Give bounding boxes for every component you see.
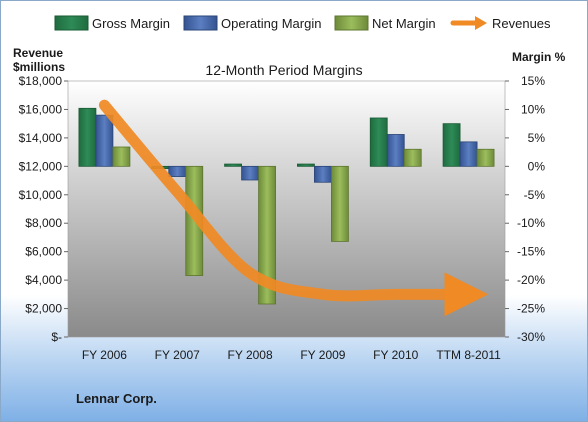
legend: Gross Margin Operating Margin Net Margin… — [54, 15, 551, 31]
legend-swatch-net-margin — [334, 15, 369, 31]
right-tick-label: -15% — [517, 245, 545, 259]
left-tick-label: $18,000 — [19, 74, 63, 88]
operating-margin-bar — [314, 165, 332, 183]
gross-margin-bar — [297, 163, 315, 167]
gross-margin-bar — [224, 163, 242, 167]
left-axis-title-line2: $millions — [13, 60, 65, 74]
legend-item-net-margin: Net Margin — [334, 15, 436, 31]
left-axis-ticks: $- $2,000 $4,000 $6,000 $8,000 $10,000 $12,000… — [19, 74, 68, 344]
left-tick-label: $8,000 — [25, 216, 62, 230]
net-margin-bar — [258, 165, 276, 305]
left-tick-label: $10,000 — [19, 188, 63, 202]
category-label: FY 2009 — [300, 348, 345, 362]
net-margin-bar — [331, 165, 349, 242]
left-tick-label: $14,000 — [19, 131, 63, 145]
operating-margin-bar — [168, 165, 187, 177]
legend-item-gross-margin: Gross Margin — [54, 15, 170, 31]
category-label: FY 2007 — [155, 348, 200, 362]
right-tick-label: 5% — [528, 131, 546, 145]
gross-margin-bar — [78, 107, 97, 167]
right-tick-label: 10% — [521, 102, 545, 116]
left-tick-label: $6,000 — [25, 245, 62, 259]
legend-item-operating-margin: Operating Margin — [183, 15, 321, 31]
revenue-series — [98, 99, 489, 317]
net-margin-bar — [112, 146, 131, 167]
revenues-line — [98, 99, 489, 317]
legend-label-net-margin: Net Margin — [372, 16, 436, 31]
left-tick-label: $- — [51, 330, 62, 344]
net-margin-bar — [476, 148, 495, 167]
net-margin-bar — [403, 148, 422, 167]
chart-title: 12-Month Period Margins — [205, 62, 362, 78]
company-name: Lennar Corp. — [76, 391, 157, 406]
left-tick-label: $4,000 — [25, 273, 62, 287]
left-axis-title-line1: Revenue — [13, 46, 63, 60]
operating-margin-bar — [95, 114, 114, 167]
right-tick-label: 0% — [528, 159, 546, 173]
category-label: FY 2010 — [373, 348, 418, 362]
category-labels: FY 2006 FY 2007 FY 2008 FY 2009 FY 2010 TTM 8… — [82, 348, 501, 362]
legend-swatch-gross-margin — [54, 15, 89, 31]
category-label: FY 2006 — [82, 348, 127, 362]
legend-swatch-operating-margin — [183, 15, 218, 31]
legend-label-gross-margin: Gross Margin — [92, 16, 170, 31]
right-tick-label: 15% — [521, 74, 545, 88]
right-tick-label: -5% — [524, 188, 546, 202]
legend-item-revenues: Revenues — [450, 16, 551, 31]
left-tick-label: $12,000 — [19, 159, 63, 173]
legend-label-revenues: Revenues — [492, 16, 551, 31]
legend-label-operating-margin: Operating Margin — [221, 16, 321, 31]
gross-margin-bar — [442, 123, 461, 167]
operating-margin-bar — [241, 165, 259, 181]
operating-margin-bar — [459, 141, 478, 167]
category-label: FY 2008 — [228, 348, 273, 362]
right-tick-label: -20% — [517, 273, 545, 287]
gross-margin-bar — [369, 117, 388, 167]
right-tick-label: -10% — [517, 216, 545, 230]
operating-margin-bar — [386, 134, 405, 167]
legend-arrow-icon — [475, 16, 487, 30]
right-tick-label: -30% — [517, 330, 545, 344]
right-axis-title: Margin % — [512, 50, 566, 64]
category-label: TTM 8-2011 — [436, 348, 501, 362]
left-tick-label: $2,000 — [25, 302, 62, 316]
right-tick-label: -25% — [517, 302, 545, 316]
right-axis-ticks: -30% -25% -20% -15% -10% -5% 0% 5% 10% 15% — [505, 74, 545, 344]
left-tick-label: $16,000 — [19, 102, 63, 116]
